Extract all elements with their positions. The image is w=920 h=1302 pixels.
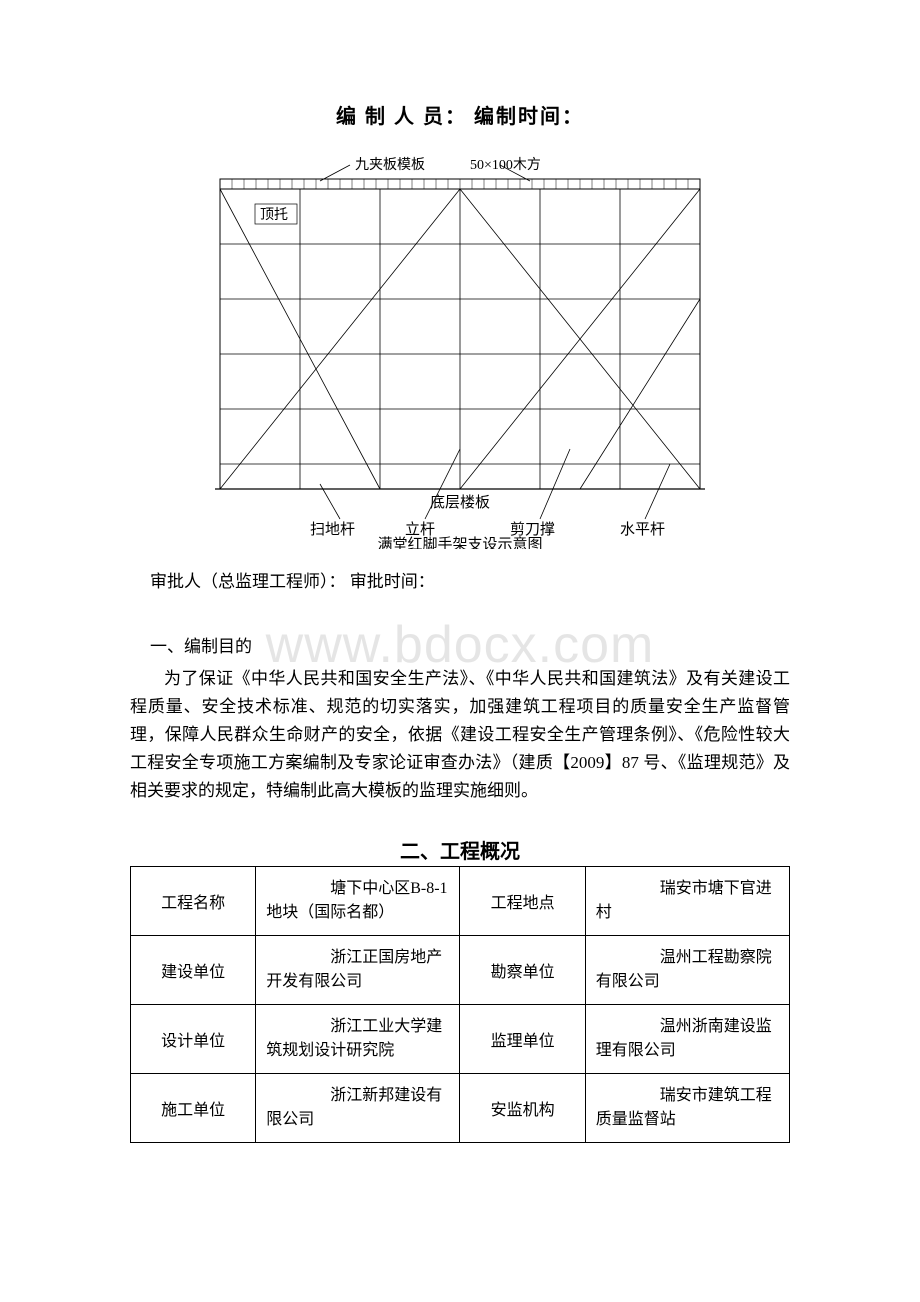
cell-value: 瑞安市塘下官进村 — [585, 867, 789, 936]
approval-line: 审批人（总监理工程师）： 审批时间： — [150, 567, 790, 592]
cell-value: 浙江正国房地产开发有限公司 — [256, 936, 460, 1005]
svg-text:满堂红脚手架支设示意图: 满堂红脚手架支设示意图 — [377, 535, 542, 549]
cell-label: 建设单位 — [131, 936, 256, 1005]
section-1-heading: 一、编制目的 — [150, 632, 790, 657]
scaffold-diagram: 九夹板模板 50×100木方顶托底层楼板扫地杆 立杆 剪刀撑 水平杆满堂红脚手架支设示意… — [200, 149, 720, 549]
svg-text:九夹板模板: 九夹板模板 — [355, 157, 425, 173]
cell-label: 监理单位 — [460, 1005, 585, 1074]
cell-value: 瑞安市建筑工程质量监督站 — [585, 1074, 789, 1143]
svg-text:剪刀撑: 剪刀撑 — [510, 521, 555, 538]
cell-label: 勘察单位 — [460, 936, 585, 1005]
cell-label: 安监机构 — [460, 1074, 585, 1143]
section-2-heading: 二、工程概况 — [130, 835, 790, 864]
section-1-body: 为了保证《中华人民共和国安全生产法》、《中华人民共和国建筑法》及有关建设工程质量… — [130, 665, 790, 805]
table-row: 设计单位 浙江工业大学建筑规划设计研究院监理单位 温州浙南建设监理有限公司 — [131, 1005, 790, 1074]
table-row: 建设单位 浙江正国房地产开发有限公司勘察单位 温州工程勘察院有限公司 — [131, 936, 790, 1005]
table-row: 施工单位 浙江新邦建设有限公司安监机构 瑞安市建筑工程质量监督站 — [131, 1074, 790, 1143]
svg-text:立杆: 立杆 — [405, 521, 435, 538]
svg-text:顶托: 顶托 — [260, 207, 288, 223]
cell-value: 温州浙南建设监理有限公司 — [585, 1005, 789, 1074]
cell-value: 浙江工业大学建筑规划设计研究院 — [256, 1005, 460, 1074]
table-row: 工程名称 塘下中心区B-8-1 地块（国际名都）工程地点 瑞安市塘下官进村 — [131, 867, 790, 936]
cell-value: 塘下中心区B-8-1 地块（国际名都） — [256, 867, 460, 936]
cell-label: 工程地点 — [460, 867, 585, 936]
svg-text:水平杆: 水平杆 — [620, 521, 665, 538]
svg-text:扫地杆: 扫地杆 — [310, 521, 355, 538]
cell-label: 设计单位 — [131, 1005, 256, 1074]
svg-text:底层楼板: 底层楼板 — [430, 493, 490, 511]
cell-label: 工程名称 — [131, 867, 256, 936]
cell-value: 温州工程勘察院有限公司 — [585, 936, 789, 1005]
svg-text:50×100木方: 50×100木方 — [470, 157, 541, 173]
cell-label: 施工单位 — [131, 1074, 256, 1143]
cell-value: 浙江新邦建设有限公司 — [256, 1074, 460, 1143]
project-info-table: 工程名称 塘下中心区B-8-1 地块（国际名都）工程地点 瑞安市塘下官进村建设单… — [130, 866, 790, 1143]
author-time-line: 编 制 人 员： 编制时间： — [130, 100, 790, 129]
